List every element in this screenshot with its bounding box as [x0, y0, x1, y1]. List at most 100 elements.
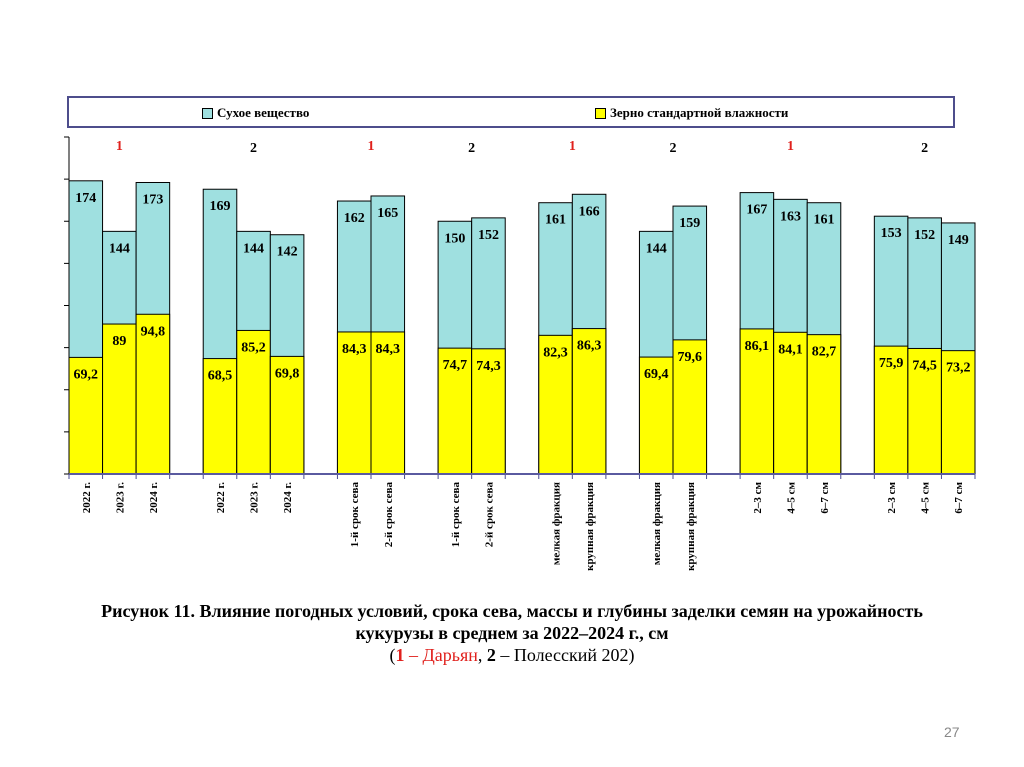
- data-label-dry: 166: [579, 204, 600, 219]
- bar-grain: [269, 355, 305, 475]
- bar-grain: [940, 350, 976, 475]
- group-marker: 1: [787, 139, 794, 154]
- category-label: 2024 г.: [282, 482, 294, 514]
- legend-label-dry: Сухое вещество: [217, 105, 310, 120]
- category-label: крупная фракция: [685, 482, 697, 571]
- bar-grain: [773, 331, 808, 475]
- data-label-grain: 84,1: [778, 342, 803, 357]
- category-label: 6–7 см: [953, 481, 965, 513]
- data-label-dry: 144: [243, 241, 264, 256]
- caption-paren: (: [389, 645, 396, 665]
- data-label-dry: 169: [210, 199, 231, 214]
- caption-line-3: (1 – Дарьян, 2 – Полесский 202): [0, 644, 1024, 666]
- caption-variety-2-name: – Полесский 202): [495, 645, 635, 665]
- category-label: 2023 г.: [249, 482, 261, 514]
- data-label-grain: 69,4: [644, 367, 669, 382]
- data-label-dry: 161: [545, 213, 566, 228]
- legend-swatch-dry: [202, 107, 213, 119]
- group-marker: 1: [368, 139, 375, 154]
- legend-label-grain: Зерно стандартной влажности: [610, 105, 789, 120]
- data-label-dry: 152: [914, 228, 935, 243]
- data-label-grain: 73,2: [946, 361, 971, 376]
- caption-variety-2-num: 2: [486, 645, 496, 665]
- group-marker: 2: [250, 141, 257, 156]
- data-label-grain: 69,2: [74, 367, 99, 382]
- data-label-dry: 165: [377, 206, 398, 221]
- data-label-dry: 173: [142, 192, 163, 207]
- caption-variety-1-num: 1: [395, 645, 405, 665]
- category-label: 4–5 см: [785, 481, 797, 513]
- category-label: 2022 г.: [81, 482, 93, 514]
- data-label-grain: 82,3: [543, 345, 568, 360]
- caption-variety-1-name: – Дарьян: [404, 645, 478, 665]
- category-label: 2–3 см: [886, 481, 898, 513]
- data-label-grain: 86,1: [745, 339, 770, 354]
- category-label: мелкая фракция: [551, 482, 563, 565]
- data-label-grain: 89: [112, 334, 126, 349]
- bar-grain: [739, 328, 775, 475]
- category-label: мелкая фракция: [651, 482, 663, 565]
- data-label-dry: 149: [948, 233, 969, 248]
- data-label-grain: 82,7: [812, 345, 837, 360]
- data-label-dry: 150: [444, 231, 465, 246]
- bar-grain: [370, 331, 406, 475]
- category-label: 6–7 см: [819, 481, 831, 513]
- data-label-dry: 144: [646, 241, 667, 256]
- chart-legend: Сухое вещество Зерно стандартной влажнос…: [67, 96, 955, 128]
- category-label: 1-й срок сева: [450, 482, 462, 548]
- bar-grain: [202, 358, 238, 475]
- data-label-grain: 94,8: [141, 324, 166, 339]
- category-label: 4–5 см: [920, 481, 932, 513]
- data-label-dry: 144: [109, 241, 130, 256]
- caption-sep: ,: [477, 645, 487, 665]
- data-label-dry: 152: [478, 228, 499, 243]
- category-label: 2-й срок сева: [483, 482, 495, 548]
- data-label-grain: 85,2: [241, 340, 266, 355]
- bar-grain: [571, 328, 607, 475]
- category-label: 1-й срок сева: [349, 482, 361, 548]
- bar-grain: [102, 323, 137, 475]
- category-label: 2–3 см: [752, 481, 764, 513]
- group-marker: 2: [670, 141, 677, 156]
- category-label: 2-й срок сева: [383, 482, 395, 548]
- data-label-dry: 142: [277, 245, 298, 260]
- group-marker: 2: [921, 141, 928, 156]
- data-label-dry: 162: [344, 211, 365, 226]
- figure-caption: Рисунок 11. Влияние погодных условий, ср…: [0, 600, 1024, 666]
- group-marker: 1: [569, 139, 576, 154]
- caption-line-1: Рисунок 11. Влияние погодных условий, ср…: [101, 601, 923, 621]
- legend-item-grain: Зерно стандартной влажности: [595, 105, 788, 121]
- category-label: 2023 г.: [114, 482, 126, 514]
- data-label-grain: 79,6: [678, 350, 703, 365]
- data-label-grain: 74,3: [476, 359, 501, 374]
- data-label-grain: 86,3: [577, 339, 602, 354]
- legend-swatch-grain: [595, 107, 606, 119]
- bar-grain: [336, 331, 372, 475]
- category-label: 2024 г.: [148, 482, 160, 514]
- data-label-grain: 75,9: [879, 356, 904, 371]
- data-label-grain: 69,8: [275, 366, 300, 381]
- data-label-grain: 84,3: [342, 342, 367, 357]
- data-label-dry: 163: [780, 209, 801, 224]
- legend-item-dry-matter: Сухое вещество: [202, 105, 309, 121]
- bar-chart: 1 174 69,2 2022 г. 144 89 2023 г. 173 94,8 2024 г…: [64, 136, 976, 571]
- data-label-dry: 167: [746, 203, 767, 218]
- data-label-dry: 159: [679, 216, 700, 231]
- group-marker: 2: [468, 141, 475, 156]
- bar-grain: [638, 356, 674, 475]
- data-label-grain: 74,5: [912, 358, 937, 373]
- category-label: 2022 г.: [215, 482, 227, 514]
- group-marker: 1: [116, 139, 123, 154]
- bar-grain: [471, 348, 506, 475]
- data-label-dry: 153: [881, 226, 902, 241]
- caption-line-2: кукурузы в среднем за 2022–2024 г., см: [355, 623, 669, 643]
- data-label-dry: 161: [814, 213, 835, 228]
- data-label-dry: 174: [75, 191, 96, 206]
- bar-grain: [538, 334, 573, 475]
- data-label-grain: 84,3: [376, 342, 401, 357]
- data-label-grain: 74,7: [443, 358, 468, 373]
- category-label: крупная фракция: [584, 482, 596, 571]
- bar-grain: [873, 345, 909, 475]
- data-label-grain: 68,5: [208, 369, 233, 384]
- page-number: 27: [944, 724, 960, 740]
